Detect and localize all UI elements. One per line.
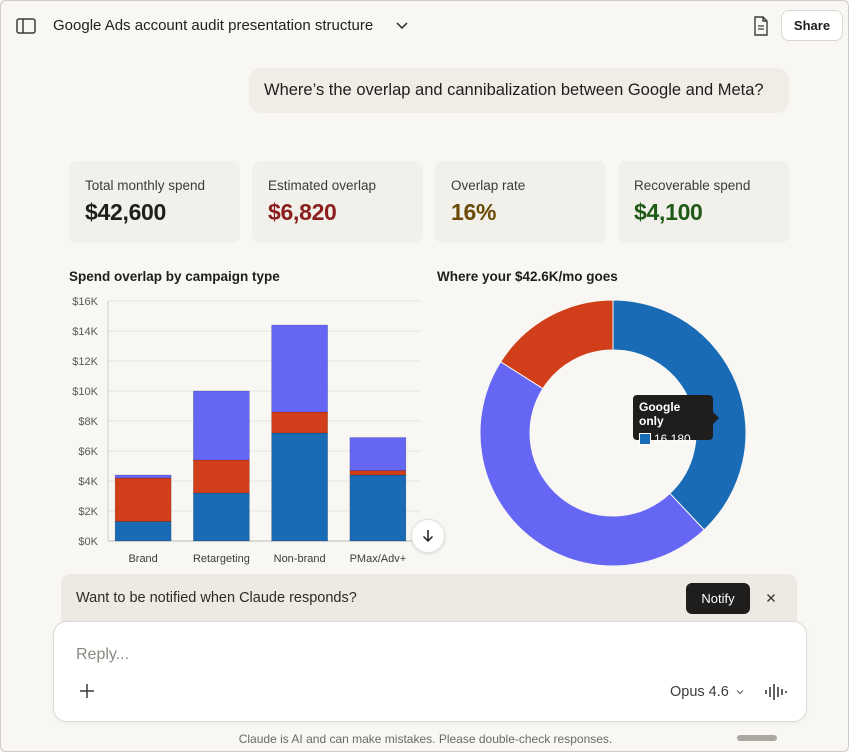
stat-card-total-spend: Total monthly spend $42,600 (69, 161, 240, 243)
plus-icon[interactable] (78, 682, 96, 700)
bar-chart: $0K $2K $4K $6K $8K $10K $12K $14K $16K Brand Reta… (72, 296, 421, 565)
x-tick-label: PMax/Adv+ (350, 553, 407, 565)
stat-label: Recoverable spend (634, 178, 751, 193)
bar-segment-retargeting-s2 (193, 390, 250, 461)
bar-chart-title: Spend overlap by campaign type (69, 269, 280, 284)
tooltip-row: 16,180 (639, 432, 707, 446)
y-tick-label: $14K (72, 326, 98, 338)
donut-slice-2 (499, 299, 614, 390)
tooltip-swatch (639, 433, 651, 445)
bar-segment-pmax-adv--s2 (349, 437, 407, 471)
scroll-down-button[interactable] (411, 519, 445, 553)
close-icon[interactable] (763, 590, 779, 606)
stat-label: Estimated overlap (268, 178, 377, 193)
y-tick-label: $6K (78, 446, 98, 458)
donut-slice-1 (479, 361, 705, 567)
bar-segment-retargeting-s0 (193, 492, 250, 542)
bar-segment-non-brand-s2 (271, 324, 328, 413)
donut-chart (479, 299, 747, 567)
bar-segment-pmax-adv--s1 (349, 470, 407, 476)
voice-waveform-icon[interactable] (764, 682, 788, 702)
stat-value: $42,600 (85, 199, 167, 225)
stat-label: Total monthly spend (85, 178, 206, 193)
stat-label: Overlap rate (451, 178, 526, 193)
conversation-title[interactable]: Google Ads account audit presentation st… (53, 17, 374, 34)
sidebar-toggle-icon[interactable] (15, 16, 37, 36)
chevron-down-icon (736, 690, 744, 695)
stat-card-overlap-rate: Overlap rate 16% (435, 161, 606, 243)
x-tick-label: Retargeting (193, 553, 250, 565)
model-label: Opus 4.6 (670, 684, 729, 700)
bar-segment-brand-s0 (114, 521, 172, 542)
bar-segment-non-brand-s1 (271, 411, 328, 434)
notification-banner: Want to be notified when Claude responds… (61, 574, 797, 624)
y-tick-label: $16K (72, 296, 98, 308)
tooltip-value: 16,180 (654, 432, 691, 446)
y-tick-label: $4K (78, 476, 98, 488)
y-tick-label: $12K (72, 356, 98, 368)
chevron-down-icon[interactable] (393, 17, 411, 35)
reply-input[interactable] (74, 642, 678, 668)
donut-chart-title: Where your $42.6K/mo goes (437, 269, 618, 284)
bar-segment-pmax-adv--s0 (349, 474, 407, 542)
y-tick-label: $8K (78, 416, 98, 428)
y-tick-label: $2K (78, 506, 98, 518)
tooltip-label: Google only (639, 400, 681, 428)
share-button[interactable]: Share (781, 10, 843, 41)
bar-segment-brand-s1 (114, 477, 172, 522)
x-tick-label: Brand (128, 553, 157, 565)
stat-value: $6,820 (268, 199, 337, 225)
stat-value: $4,100 (634, 199, 703, 225)
user-message: Where’s the overlap and cannibalization … (249, 68, 789, 113)
composer: Opus 4.6 (53, 621, 807, 722)
y-tick-label: $0K (78, 536, 98, 548)
model-selector[interactable]: Opus 4.6 (670, 684, 745, 700)
donut-slice-0 (612, 299, 747, 531)
x-tick-label: Non-brand (274, 553, 326, 565)
bar-segment-brand-s2 (114, 474, 172, 479)
chart-tooltip: Google only 16,180 (633, 395, 719, 446)
bar-segment-retargeting-s1 (193, 459, 250, 494)
stat-card-estimated-overlap: Estimated overlap $6,820 (252, 161, 423, 243)
disclaimer: Claude is AI and can make mistakes. Plea… (238, 732, 613, 746)
notify-text: Want to be notified when Claude responds… (76, 590, 357, 606)
tooltip-pointer (713, 412, 719, 424)
stat-value: 16% (451, 199, 497, 225)
scrollbar-thumb[interactable] (737, 735, 777, 741)
arrow-down-icon (422, 530, 434, 543)
y-tick-label: $10K (72, 386, 98, 398)
stat-card-recoverable-spend: Recoverable spend $4,100 (618, 161, 789, 243)
bar-segment-non-brand-s0 (271, 432, 328, 542)
document-icon[interactable] (751, 15, 771, 37)
notify-button[interactable]: Notify (686, 583, 750, 614)
